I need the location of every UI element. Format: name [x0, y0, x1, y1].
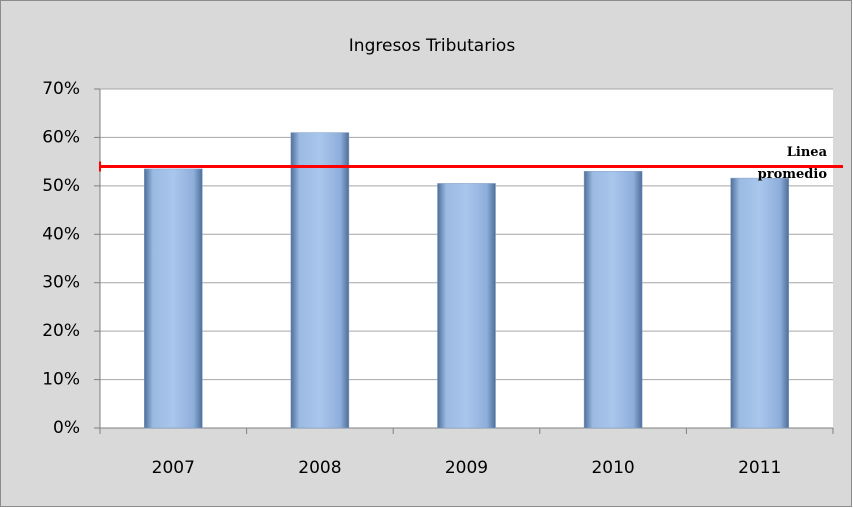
bar: [730, 177, 789, 429]
bar: [144, 168, 203, 429]
y-tick-label: 0%: [53, 418, 80, 438]
bar: [583, 171, 643, 429]
y-tick-label: 10%: [42, 370, 80, 390]
y-tick-label: 40%: [42, 224, 80, 244]
reference-line-label: promedio: [758, 167, 828, 182]
y-tick-label: 30%: [42, 273, 80, 293]
x-tick-label: 2010: [591, 458, 634, 478]
x-tick-label: 2011: [738, 458, 781, 478]
x-tick-label: 2007: [152, 458, 195, 478]
y-tick-label: 60%: [42, 127, 80, 147]
x-tick-label: 2009: [445, 458, 488, 478]
bar: [437, 183, 496, 429]
chart-title: Ingresos Tributarios: [349, 36, 516, 56]
y-tick-label: 70%: [42, 79, 80, 99]
y-tick-label: 50%: [42, 176, 80, 196]
bar: [290, 132, 350, 429]
y-tick-label: 20%: [42, 321, 80, 341]
x-tick-label: 2008: [298, 458, 341, 478]
reference-line-label: Linea: [787, 145, 828, 160]
